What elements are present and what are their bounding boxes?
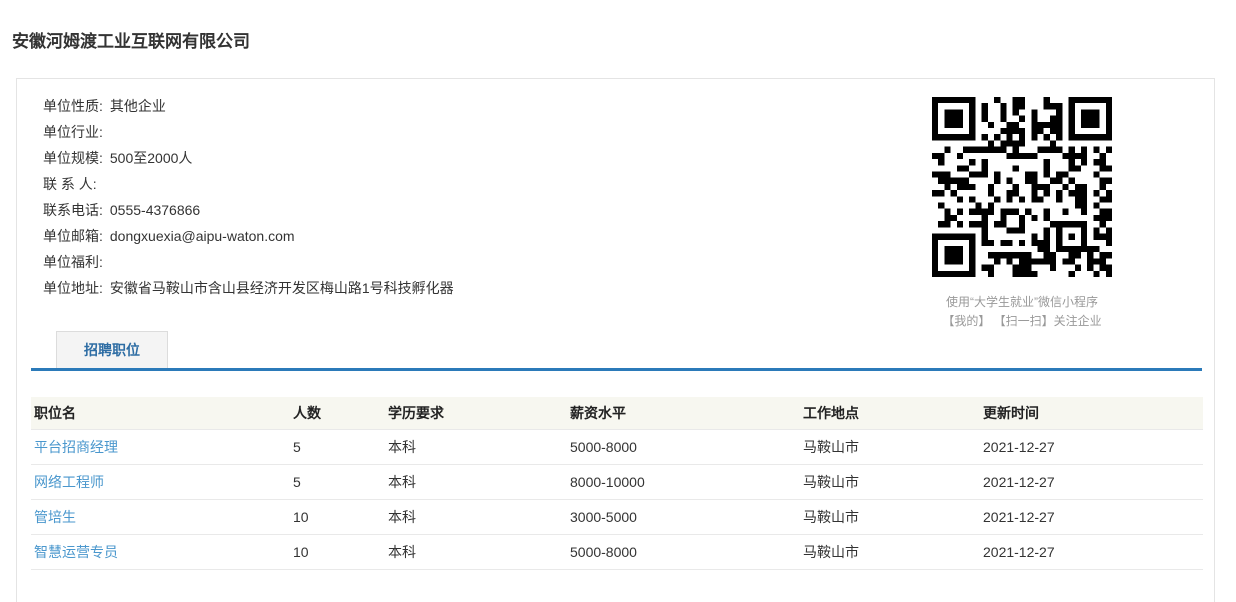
info-field-label: 联 系 人: bbox=[43, 176, 97, 192]
info-field-label: 单位福利: bbox=[43, 254, 103, 270]
info-field-label: 单位行业: bbox=[43, 124, 103, 140]
job-title-cell: 管培生 bbox=[31, 499, 290, 535]
job-count-cell: 10 bbox=[290, 534, 385, 570]
job-title-cell: 智慧运营专员 bbox=[31, 534, 290, 570]
info-field-value: 其他企业 bbox=[109, 98, 166, 114]
job-education-cell: 本科 bbox=[385, 499, 567, 535]
job-location-cell: 马鞍山市 bbox=[800, 499, 980, 535]
job-salary-cell: 8000-10000 bbox=[567, 464, 800, 500]
info-field-label: 单位邮箱: bbox=[43, 228, 103, 244]
info-field-label: 联系电话: bbox=[43, 202, 103, 218]
job-location-cell: 马鞍山市 bbox=[800, 534, 980, 570]
info-row: 单位邮箱: dongxuexia@aipu-waton.com bbox=[43, 223, 932, 249]
table-row: 网络工程师 5 本科 8000-10000 马鞍山市 2021-12-27 bbox=[31, 464, 1203, 500]
column-header: 职位名 bbox=[31, 397, 290, 430]
jobs-table-body: 平台招商经理 5 本科 5000-8000 马鞍山市 2021-12-27 网络工程师 5 本科… bbox=[31, 429, 1203, 570]
column-header: 学历要求 bbox=[385, 397, 567, 430]
job-salary-cell: 5000-8000 bbox=[567, 429, 800, 465]
job-education-cell: 本科 bbox=[385, 534, 567, 570]
info-row: 单位规模: 500至2000人 bbox=[43, 145, 932, 171]
info-field-label: 单位规模: bbox=[43, 150, 103, 166]
tab-bar: 招聘职位 bbox=[31, 331, 1202, 371]
info-row: 单位福利: bbox=[43, 249, 932, 275]
column-header: 更新时间 bbox=[980, 397, 1203, 430]
job-location-cell: 马鞍山市 bbox=[800, 429, 980, 465]
info-field-value: 0555-4376866 bbox=[109, 202, 201, 218]
job-updated-cell: 2021-12-27 bbox=[980, 429, 1203, 465]
qr-caption-line2: 【我的】 【扫一扫】关注企业 bbox=[942, 314, 1102, 328]
job-location-cell: 马鞍山市 bbox=[800, 464, 980, 500]
info-row: 单位行业: bbox=[43, 119, 932, 145]
table-row: 平台招商经理 5 本科 5000-8000 马鞍山市 2021-12-27 bbox=[31, 429, 1203, 465]
job-title-link[interactable]: 网络工程师 bbox=[34, 474, 104, 490]
info-field-label: 单位性质: bbox=[43, 98, 103, 114]
qr-caption: 使用“大学生就业”微信小程序 【我的】 【扫一扫】关注企业 bbox=[892, 293, 1152, 331]
info-field-value: 安徽省马鞍山市含山县经济开发区梅山路1号科技孵化器 bbox=[109, 280, 454, 296]
jobs-table: 职位名 人数 学历要求 薪资水平 工作地点 更新时间 平台招商经理 5 本科 5000-8000… bbox=[31, 397, 1203, 570]
job-title-link[interactable]: 平台招商经理 bbox=[34, 439, 118, 455]
job-updated-cell: 2021-12-27 bbox=[980, 534, 1203, 570]
job-salary-cell: 5000-8000 bbox=[567, 534, 800, 570]
job-count-cell: 5 bbox=[290, 464, 385, 500]
qr-code-icon bbox=[932, 97, 1112, 277]
job-updated-cell: 2021-12-27 bbox=[980, 499, 1203, 535]
qr-column: 使用“大学生就业”微信小程序 【我的】 【扫一扫】关注企业 bbox=[932, 91, 1112, 331]
table-row: 智慧运营专员 10 本科 5000-8000 马鞍山市 2021-12-27 bbox=[31, 534, 1203, 570]
table-row: 管培生 10 本科 3000-5000 马鞍山市 2021-12-27 bbox=[31, 499, 1203, 535]
qr-caption-line1: 使用“大学生就业”微信小程序 bbox=[946, 295, 1098, 309]
column-header: 人数 bbox=[290, 397, 385, 430]
company-info-list: 单位性质: 其他企业 单位行业: 单位规模: 500至2000人联 系 人: 联系电话: 0… bbox=[43, 91, 932, 331]
job-count-cell: 10 bbox=[290, 499, 385, 535]
job-title-link[interactable]: 管培生 bbox=[34, 509, 76, 525]
column-header: 工作地点 bbox=[800, 397, 980, 430]
column-header: 薪资水平 bbox=[567, 397, 800, 430]
info-row: 联系电话: 0555-4376866 bbox=[43, 197, 932, 223]
job-salary-cell: 3000-5000 bbox=[567, 499, 800, 535]
info-field-value: dongxuexia@aipu-waton.com bbox=[109, 228, 295, 244]
info-field-label: 单位地址: bbox=[43, 280, 103, 296]
info-row: 联 系 人: bbox=[43, 171, 932, 197]
info-row: 单位地址: 安徽省马鞍山市含山县经济开发区梅山路1号科技孵化器 bbox=[43, 275, 932, 301]
job-title-link[interactable]: 智慧运营专员 bbox=[34, 544, 118, 560]
job-count-cell: 5 bbox=[290, 429, 385, 465]
job-education-cell: 本科 bbox=[385, 429, 567, 465]
job-title-cell: 平台招商经理 bbox=[31, 429, 290, 465]
job-education-cell: 本科 bbox=[385, 464, 567, 500]
info-field-value: 500至2000人 bbox=[109, 150, 193, 166]
company-info-section: 单位性质: 其他企业 单位行业: 单位规模: 500至2000人联 系 人: 联系电话: 0… bbox=[17, 79, 1214, 331]
job-updated-cell: 2021-12-27 bbox=[980, 464, 1203, 500]
company-profile-panel: 单位性质: 其他企业 单位行业: 单位规模: 500至2000人联 系 人: 联系电话: 0… bbox=[16, 78, 1215, 602]
tab-recruiting-positions[interactable]: 招聘职位 bbox=[56, 331, 168, 368]
info-row: 单位性质: 其他企业 bbox=[43, 93, 932, 119]
company-name-title: 安徽河姆渡工业互联网有限公司 bbox=[12, 32, 250, 51]
job-title-cell: 网络工程师 bbox=[31, 464, 290, 500]
jobs-table-header-row: 职位名 人数 学历要求 薪资水平 工作地点 更新时间 bbox=[31, 397, 1203, 430]
